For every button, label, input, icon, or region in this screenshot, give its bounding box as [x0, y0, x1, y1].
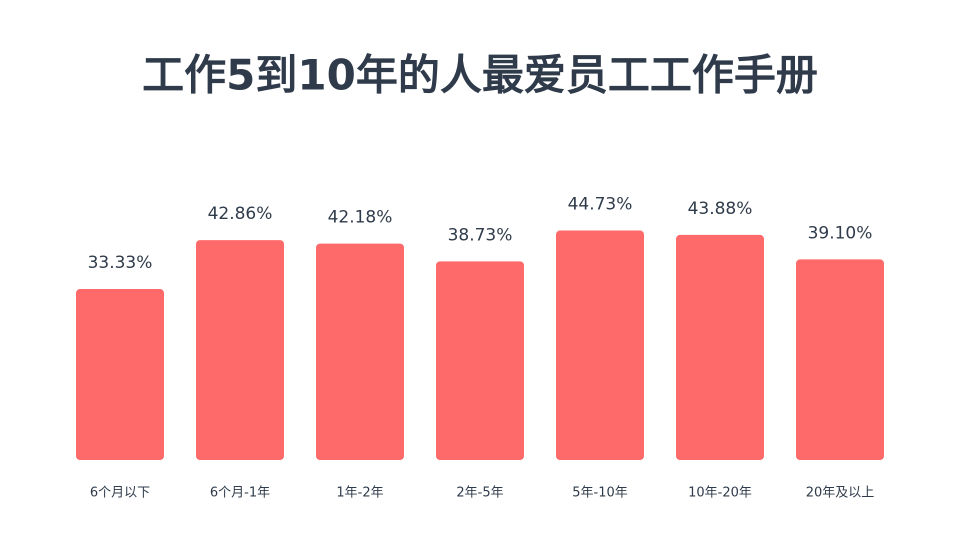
- bar: [556, 230, 644, 460]
- bar: [316, 243, 404, 460]
- bar: [796, 259, 884, 460]
- bar: [676, 234, 764, 460]
- x-tick-label: 6个月以下: [90, 486, 150, 501]
- x-tick-label: 10年-20年: [688, 486, 752, 501]
- x-tick-label: 5年-10年: [572, 486, 628, 501]
- x-tick-label: 2年-5年: [456, 486, 503, 501]
- value-label: 39.10%: [808, 223, 873, 243]
- value-label: 38.73%: [448, 225, 513, 245]
- x-tick-label: 6个月-1年: [210, 486, 270, 501]
- x-tick-label: 20年及以上: [806, 486, 875, 501]
- value-label: 42.18%: [328, 208, 393, 228]
- value-label: 43.88%: [688, 199, 753, 219]
- value-label: 33.33%: [88, 253, 153, 273]
- value-label: 44.73%: [568, 195, 633, 215]
- bar: [76, 289, 164, 460]
- bar: [196, 240, 284, 460]
- value-label: 42.86%: [208, 204, 273, 224]
- bar: [436, 261, 524, 460]
- x-tick-label: 1年-2年: [336, 486, 383, 501]
- chart-title: 工作5到10年的人最爱员工工作手册: [142, 51, 818, 100]
